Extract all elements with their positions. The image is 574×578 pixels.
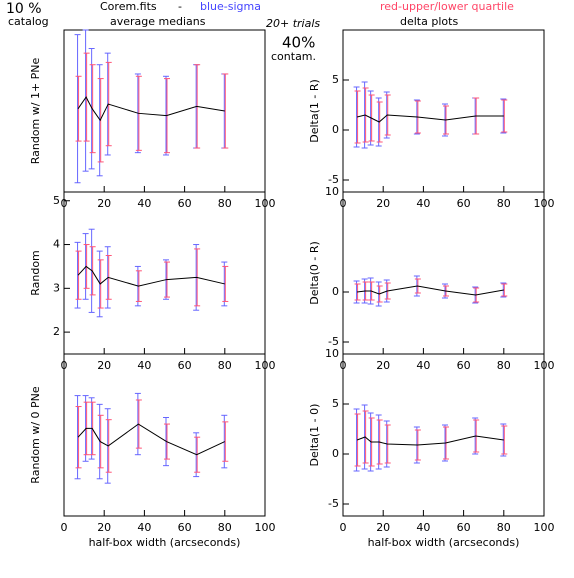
y-axis-label: Random (29, 250, 42, 296)
y-tick-label: 0 (332, 447, 339, 460)
sigma-error-bar (74, 241, 81, 309)
sigma-error-bar (353, 280, 360, 304)
x-tick-label: 60 (457, 521, 471, 534)
x-tick-label: 20 (376, 521, 390, 534)
x-tick-label: 80 (497, 359, 511, 372)
x-tick-label: 40 (137, 359, 151, 372)
x-tick-label: 20 (97, 359, 111, 372)
contam: contam. (271, 50, 316, 63)
quartile-error-bar (501, 283, 508, 297)
trials: 20+ trials (266, 17, 320, 30)
frame (342, 29, 545, 193)
quartile-error-bar (222, 265, 229, 302)
dash: - (178, 0, 182, 13)
quartile-error-bar (222, 73, 229, 149)
x-tick-label: 40 (137, 521, 151, 534)
y-tick-label: -5 (328, 335, 339, 348)
median-line (77, 96, 225, 122)
x-tick-label: 60 (178, 521, 192, 534)
x-tick-label: 80 (218, 521, 232, 534)
y-tick-label: 4 (53, 238, 60, 251)
sigma-error-bar (353, 408, 360, 472)
sigma-error-bar (74, 395, 81, 480)
y-tick-label: 5 (53, 194, 60, 207)
x-tick-label: 0 (340, 521, 347, 534)
x-tick-label: 20 (97, 197, 111, 210)
median-line (357, 285, 504, 296)
contam-pct: 40% (282, 34, 315, 52)
y-tick-label: 0 (332, 285, 339, 298)
x-tick-label: 60 (457, 359, 471, 372)
x-tick-label: 80 (497, 197, 511, 210)
y-axis-label: Delta(1 - 0) (308, 404, 321, 467)
legend-blue: blue-sigma (200, 0, 261, 13)
median-line (356, 114, 504, 123)
y-axis-label: Delta(0 - R) (308, 241, 321, 305)
frame (63, 191, 266, 355)
x-tick-label: 40 (416, 521, 430, 534)
x-tick-label: 0 (61, 521, 68, 534)
y-axis-label: Delta(1 - R) (308, 79, 321, 143)
legend-red: red-upper/lower quartile (380, 0, 514, 13)
x-tick-label: 40 (416, 197, 430, 210)
x-tick-label: 60 (178, 359, 192, 372)
quartile-error-bar (501, 425, 508, 455)
y-axis-label: Random w/ 1+ PNe (29, 57, 42, 164)
x-axis-label: half-box width (arcseconds) (89, 536, 241, 549)
x-tick-label: 100 (255, 521, 276, 534)
x-axis-label: half-box width (arcseconds) (368, 536, 520, 549)
y-tick-label: 3 (53, 281, 60, 294)
x-tick-label: 40 (137, 197, 151, 210)
median-line (356, 435, 504, 446)
x-tick-label: 20 (376, 359, 390, 372)
y-tick-label: 0 (332, 123, 339, 136)
left-title: average medians (110, 15, 206, 28)
x-tick-label: 20 (376, 197, 390, 210)
frame (342, 191, 545, 355)
y-tick-label: -5 (328, 497, 339, 510)
y-tick-label: 10 (325, 185, 339, 198)
x-tick-label: 80 (497, 521, 511, 534)
quartile-error-bar (222, 421, 229, 462)
y-tick-label: 5 (332, 73, 339, 86)
y-tick-label: 10 (325, 347, 339, 360)
pct: 10 % (6, 1, 42, 17)
y-axis-label: Random w/ 0 PNe (29, 386, 42, 484)
y-tick-label: -5 (328, 173, 339, 186)
sigma-error-bar (353, 86, 360, 148)
sigma-error-bar (74, 34, 81, 184)
catalog: catalog (8, 15, 49, 28)
x-tick-label: 100 (534, 521, 555, 534)
frame (342, 353, 545, 517)
x-tick-label: 60 (178, 197, 192, 210)
quartile-error-bar (501, 99, 508, 133)
x-tick-label: 60 (457, 197, 471, 210)
median-line (77, 423, 226, 456)
y-tick-label: 2 (53, 325, 60, 338)
x-tick-label: 80 (218, 359, 232, 372)
x-tick-label: 20 (97, 521, 111, 534)
right-title: delta plots (400, 15, 458, 28)
file: Corem.fits (100, 0, 157, 13)
median-line (77, 265, 225, 287)
x-tick-label: 80 (218, 197, 232, 210)
x-tick-label: 40 (416, 359, 430, 372)
y-tick-label: 5 (332, 397, 339, 410)
frame (63, 353, 266, 517)
